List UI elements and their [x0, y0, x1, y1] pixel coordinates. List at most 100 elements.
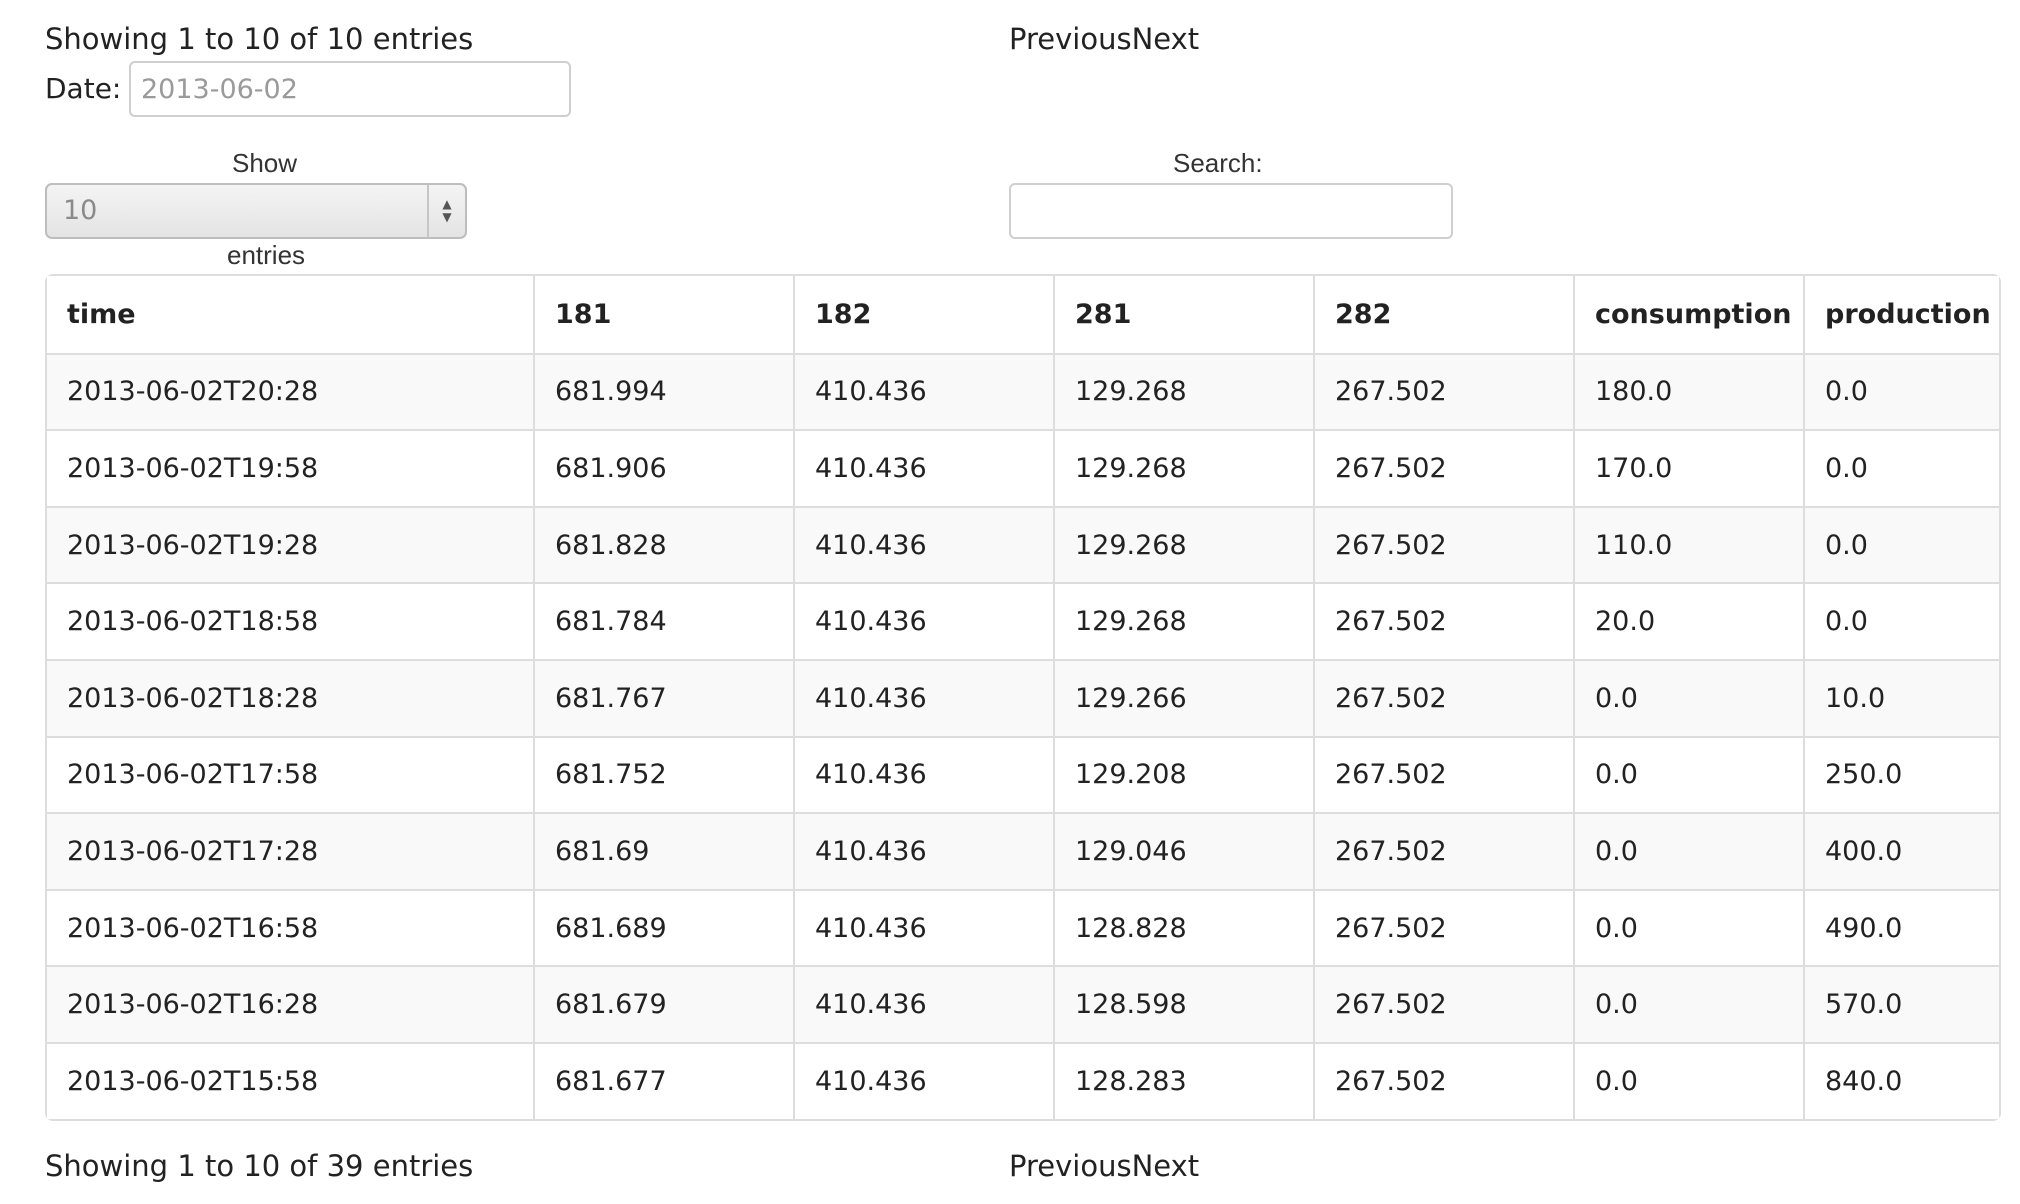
cell-consumption: 0.0: [1573, 735, 1803, 813]
table-row: 2013-06-02T19:58 681.906 410.436 129.268…: [47, 429, 1999, 506]
cell-production: 0.0: [1803, 505, 1999, 583]
show-label: Show: [232, 148, 298, 178]
cell-281: 129.046: [1053, 812, 1313, 889]
cell-181: 681.767: [533, 658, 793, 736]
table-info-bottom: Showing 1 to 10 of 39 entries: [45, 1149, 474, 1183]
cell-production: 10.0: [1803, 658, 1999, 736]
cell-time: 2013-06-02T17:28: [47, 812, 533, 889]
cell-181: 681.994: [533, 352, 793, 430]
search-label: Search:: [1173, 148, 1263, 178]
table-row: 2013-06-02T19:28 681.828 410.436 129.268…: [47, 505, 1999, 583]
column-header-281[interactable]: 281: [1053, 276, 1313, 353]
cell-181: 681.906: [533, 429, 793, 506]
table-info-top: Showing 1 to 10 of 10 entries: [45, 22, 474, 56]
date-input[interactable]: [129, 61, 571, 117]
cell-production: 840.0: [1803, 1041, 1999, 1119]
table-header-row: time 181 182 281 282 consumption product…: [47, 276, 1999, 353]
cell-time: 2013-06-02T18:58: [47, 582, 533, 659]
entries-per-page-select[interactable]: 10 ▲ ▼: [45, 183, 467, 239]
next-button[interactable]: Next: [1131, 22, 1200, 56]
table-row: 2013-06-02T16:28 681.679 410.436 128.598…: [47, 965, 1999, 1042]
cell-281: 129.268: [1053, 429, 1313, 506]
entries-label: entries: [227, 240, 306, 270]
cell-time: 2013-06-02T19:28: [47, 505, 533, 583]
cell-consumption: 0.0: [1573, 812, 1803, 889]
search-input[interactable]: [1009, 183, 1453, 239]
cell-281: 129.268: [1053, 582, 1313, 659]
cell-consumption: 170.0: [1573, 429, 1803, 506]
cell-consumption: 180.0: [1573, 352, 1803, 430]
cell-281: 128.828: [1053, 888, 1313, 966]
cell-consumption: 110.0: [1573, 505, 1803, 583]
cell-consumption: 0.0: [1573, 965, 1803, 1042]
cell-282: 267.502: [1313, 505, 1573, 583]
table-row: 2013-06-02T16:58 681.689 410.436 128.828…: [47, 888, 1999, 966]
cell-production: 0.0: [1803, 582, 1999, 659]
cell-181: 681.784: [533, 582, 793, 659]
cell-production: 0.0: [1803, 429, 1999, 506]
cell-time: 2013-06-02T16:58: [47, 888, 533, 966]
cell-production: 570.0: [1803, 965, 1999, 1042]
cell-282: 267.502: [1313, 888, 1573, 966]
cell-consumption: 20.0: [1573, 582, 1803, 659]
data-table: time 181 182 281 282 consumption product…: [45, 274, 2001, 1121]
cell-282: 267.502: [1313, 735, 1573, 813]
cell-182: 410.436: [793, 429, 1053, 506]
date-label: Date:: [45, 72, 122, 105]
cell-281: 129.208: [1053, 735, 1313, 813]
table-row: 2013-06-02T17:28 681.69 410.436 129.046 …: [47, 812, 1999, 889]
column-header-time[interactable]: time: [47, 276, 533, 353]
cell-181: 681.752: [533, 735, 793, 813]
column-header-182[interactable]: 182: [793, 276, 1053, 353]
next-button[interactable]: Next: [1131, 1149, 1200, 1183]
cell-time: 2013-06-02T16:28: [47, 965, 533, 1042]
cell-181: 681.689: [533, 888, 793, 966]
cell-282: 267.502: [1313, 582, 1573, 659]
cell-consumption: 0.0: [1573, 888, 1803, 966]
entries-per-page-value: 10: [63, 195, 98, 226]
cell-182: 410.436: [793, 658, 1053, 736]
cell-182: 410.436: [793, 735, 1053, 813]
cell-282: 267.502: [1313, 812, 1573, 889]
cell-282: 267.502: [1313, 352, 1573, 430]
cell-281: 129.266: [1053, 658, 1313, 736]
column-header-consumption[interactable]: consumption: [1573, 276, 1803, 353]
cell-time: 2013-06-02T20:28: [47, 352, 533, 430]
cell-182: 410.436: [793, 582, 1053, 659]
cell-production: 490.0: [1803, 888, 1999, 966]
select-arrows-icon: ▲ ▼: [427, 185, 465, 237]
cell-281: 129.268: [1053, 505, 1313, 583]
cell-181: 681.69: [533, 812, 793, 889]
cell-282: 267.502: [1313, 429, 1573, 506]
previous-button[interactable]: Previous: [1009, 22, 1132, 56]
cell-time: 2013-06-02T15:58: [47, 1041, 533, 1119]
cell-time: 2013-06-02T18:28: [47, 658, 533, 736]
column-header-production[interactable]: production: [1803, 276, 1999, 353]
column-header-181[interactable]: 181: [533, 276, 793, 353]
table-row: 2013-06-02T17:58 681.752 410.436 129.208…: [47, 735, 1999, 813]
cell-time: 2013-06-02T19:58: [47, 429, 533, 506]
cell-281: 128.598: [1053, 965, 1313, 1042]
cell-282: 267.502: [1313, 1041, 1573, 1119]
cell-production: 400.0: [1803, 812, 1999, 889]
cell-281: 128.283: [1053, 1041, 1313, 1119]
table-row: 2013-06-02T18:58 681.784 410.436 129.268…: [47, 582, 1999, 659]
column-header-282[interactable]: 282: [1313, 276, 1573, 353]
pagination-bottom: PreviousNext: [1009, 1149, 1199, 1183]
cell-282: 267.502: [1313, 658, 1573, 736]
cell-181: 681.679: [533, 965, 793, 1042]
cell-production: 0.0: [1803, 352, 1999, 430]
cell-182: 410.436: [793, 812, 1053, 889]
table-row: 2013-06-02T15:58 681.677 410.436 128.283…: [47, 1041, 1999, 1119]
cell-181: 681.677: [533, 1041, 793, 1119]
cell-182: 410.436: [793, 1041, 1053, 1119]
previous-button[interactable]: Previous: [1009, 1149, 1132, 1183]
pagination-top: PreviousNext: [1009, 22, 1199, 56]
cell-182: 410.436: [793, 505, 1053, 583]
cell-282: 267.502: [1313, 965, 1573, 1042]
cell-281: 129.268: [1053, 352, 1313, 430]
cell-181: 681.828: [533, 505, 793, 583]
cell-consumption: 0.0: [1573, 658, 1803, 736]
cell-consumption: 0.0: [1573, 1041, 1803, 1119]
table-row: 2013-06-02T18:28 681.767 410.436 129.266…: [47, 658, 1999, 736]
